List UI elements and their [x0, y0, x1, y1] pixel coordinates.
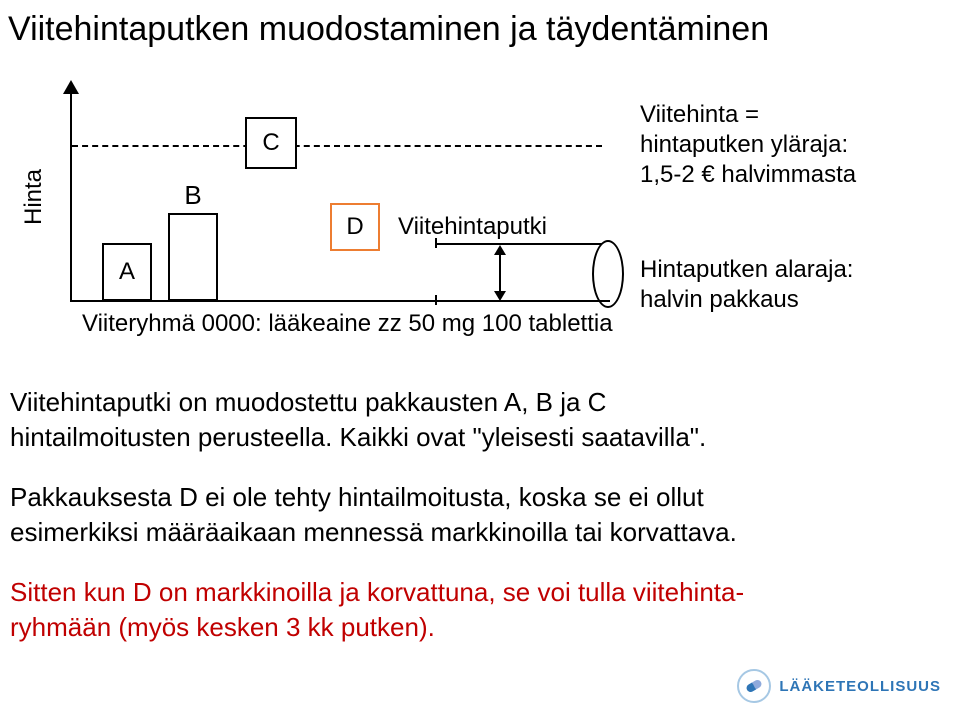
side-note-upper-l3: 1,5-2 € halvimmasta [640, 161, 856, 188]
logo-pill-icon [737, 669, 771, 703]
side-note-upper: Viitehinta = hintaputken yläraja: 1,5-2 … [640, 100, 856, 190]
bar-a: A [102, 243, 152, 301]
page-title: Viitehintaputken muodostaminen ja täyden… [0, 0, 959, 49]
putki-label: Viitehintaputki [398, 213, 547, 241]
paragraph-2: Pakkauksesta D ei ole tehty hintailmoitu… [10, 480, 910, 550]
p1-l2: hintailmoitusten perusteella. Kaikki ova… [10, 422, 706, 452]
side-note-upper-l1: Viitehinta = [640, 101, 759, 128]
dashed-upper-line [72, 145, 602, 147]
paragraph-3-red: Sitten kun D on markkinoilla ja korvattu… [10, 575, 910, 645]
p2-l1: Pakkauksesta D ei ole tehty hintailmoitu… [10, 482, 704, 512]
bar-a-label: A [119, 258, 135, 286]
putki-arrow-down [494, 291, 506, 301]
putki-top-line [435, 243, 602, 245]
bar-b-label: B [168, 180, 218, 211]
bar-c-label: C [262, 129, 279, 157]
p2-l2: esimerkiksi määräaikaan mennessä markkin… [10, 517, 737, 547]
bar-c: C [245, 117, 297, 169]
logo-text: LÄÄKETEOLLISUUS [779, 678, 941, 695]
side-note-lower: Hintaputken alaraja: halvin pakkaus [640, 255, 853, 315]
bar-d: D [330, 203, 380, 251]
bar-b [168, 213, 218, 301]
putki-tick-left-top [435, 238, 437, 248]
y-axis [70, 90, 72, 300]
y-axis-label: Hinta [20, 169, 48, 225]
side-note-upper-l2: hintaputken yläraja: [640, 131, 848, 158]
p3-l2: ryhmään (myös kesken 3 kk putken). [10, 612, 435, 642]
side-note-lower-l2: halvin pakkaus [640, 286, 799, 313]
side-note-lower-l1: Hintaputken alaraja: [640, 256, 853, 283]
bar-d-label: D [346, 213, 363, 241]
putki-arrow-shaft [499, 253, 501, 293]
chart-caption: Viiteryhmä 0000: lääkeaine zz 50 mg 100 … [82, 310, 613, 338]
p3-l1: Sitten kun D on markkinoilla ja korvattu… [10, 577, 744, 607]
p1-l1: Viitehintaputki on muodostettu pakkauste… [10, 387, 606, 417]
putki-tick-left-bottom [435, 295, 437, 305]
putki-bottom-line [435, 300, 602, 302]
paragraph-1: Viitehintaputki on muodostettu pakkauste… [10, 385, 910, 455]
logo: LÄÄKETEOLLISUUS [737, 669, 941, 703]
putki-ellipse [592, 240, 624, 308]
